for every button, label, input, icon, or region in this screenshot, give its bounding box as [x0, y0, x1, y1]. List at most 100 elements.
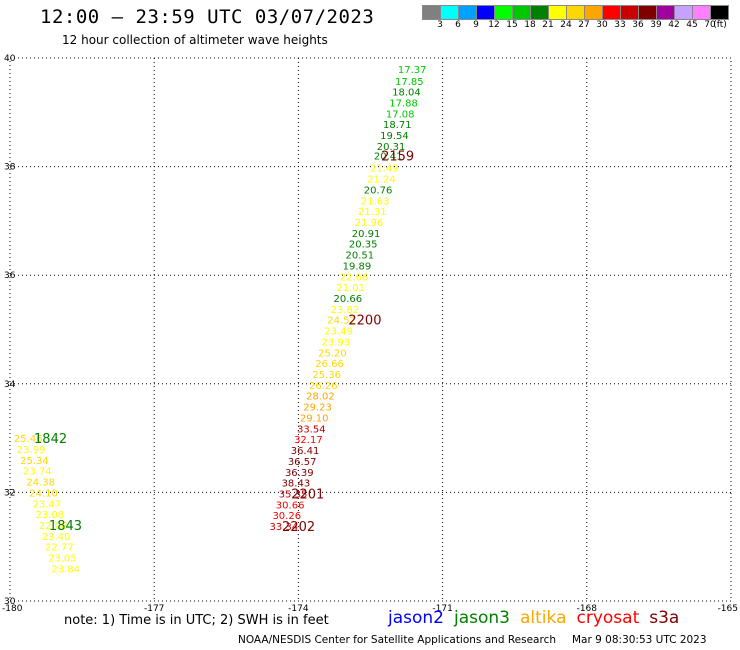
color-scale-label: 30: [596, 20, 608, 30]
wave-height-value: 23.47: [33, 499, 62, 510]
pass-time-label: 2200: [348, 314, 381, 329]
map-frame: [9, 57, 732, 602]
wave-height-value: 21.31: [358, 207, 387, 218]
satellite-legend: jason2 jason3 altika cryosat s3a: [388, 608, 689, 628]
color-swatch: [710, 5, 729, 20]
wave-height-value: 25.34: [20, 456, 49, 467]
wave-height-value: 23.05: [48, 554, 77, 565]
pass-time-label: 1842: [34, 432, 67, 447]
wave-height-value: 24.52: [327, 316, 356, 327]
wave-height-value: 23.49: [324, 327, 353, 338]
wave-height-value: 19.89: [343, 261, 372, 272]
wave-height-value: 24.10: [29, 488, 58, 499]
wave-height-value: 20.35: [349, 240, 378, 251]
color-scale-label: 33: [614, 20, 626, 30]
latitude-tick-label: 34: [4, 380, 16, 390]
wave-height-value: 24.38: [26, 478, 55, 489]
color-scale-label: 42: [668, 20, 680, 30]
wave-height-value: 23.40: [42, 532, 71, 543]
color-scale-label: 18: [524, 20, 536, 30]
wave-height-value: 19.54: [380, 131, 409, 142]
legend-jason2: jason2: [388, 608, 444, 628]
wave-height-value: 30.66: [276, 500, 305, 511]
wave-height-value: 23.84: [51, 564, 80, 575]
color-scale-labels: 3 6 9 12 15 18 21 24 27 30 33 36 39 42 45 70 (ft): [0, 20, 740, 32]
wave-height-value: 23.74: [23, 467, 52, 478]
wave-height-value: 30.26: [272, 511, 301, 522]
color-scale-label: 21: [542, 20, 554, 30]
wave-height-value: 29.10: [300, 413, 329, 424]
wave-height-value: 38.43: [282, 479, 311, 490]
footer-credit: NOAA/NESDIS Center for Satellite Applica…: [238, 634, 707, 646]
pass-time-label: 1843: [49, 519, 82, 534]
longitude-tick-label: -174: [288, 604, 309, 614]
longitude-tick-label: -171: [432, 604, 452, 614]
wave-height-value: 26.66: [315, 359, 344, 370]
color-scale-label: 27: [578, 20, 590, 30]
longitude-tick-label: -177: [144, 604, 164, 614]
wave-height-value: 22.77: [45, 543, 74, 554]
color-scale-label: 9: [473, 20, 479, 30]
wave-height-value: 21.01: [336, 283, 365, 294]
color-scale-label: 36: [632, 20, 644, 30]
wave-height-value: 18.71: [383, 120, 412, 131]
wave-height-value: 36.41: [291, 446, 320, 457]
wave-height-value: 35.35: [279, 489, 308, 500]
wave-height-value: 32.17: [294, 435, 323, 446]
wave-height-value: 25.20: [318, 348, 347, 359]
footer-note: note: 1) Time is in UTC; 2) SWH is in fe…: [64, 613, 329, 628]
wave-height-value: 20.51: [346, 251, 375, 262]
legend-altika: altika: [520, 608, 567, 628]
color-scale-label: 12: [488, 20, 500, 30]
longitude-tick-label: -165: [718, 604, 738, 614]
legend-jason3: jason3: [454, 608, 510, 628]
wave-height-value: 33.54: [297, 424, 326, 435]
wave-height-value: 23.93: [321, 337, 350, 348]
legend-s3a: s3a: [649, 608, 680, 628]
wave-height-value: 22.66: [340, 272, 369, 283]
wave-height-value: 33.34: [270, 522, 299, 533]
color-scale-label: 15: [506, 20, 518, 30]
wave-height-value: 25.36: [312, 370, 341, 381]
wave-height-value: 20.91: [352, 229, 381, 240]
wave-height-value: 20.66: [333, 294, 362, 305]
latitude-tick-label: 38: [4, 163, 16, 173]
latitude-tick-label: 36: [4, 271, 16, 281]
pass-time-label: 2202: [282, 520, 315, 535]
wave-height-value: 17.85: [395, 77, 424, 88]
color-scale-label: 3: [437, 20, 443, 30]
wave-height-value: 17.88: [389, 99, 418, 110]
wave-height-value: 23.99: [17, 445, 46, 456]
wave-height-value: 20.76: [364, 185, 393, 196]
color-scale-label: 45: [686, 20, 698, 30]
legend-cryosat: cryosat: [576, 608, 640, 628]
wave-height-value: 36.57: [288, 457, 317, 468]
wave-height-value: 21.63: [361, 196, 390, 207]
pass-time-label: 2201: [291, 487, 324, 502]
longitude-tick-label: -168: [577, 604, 598, 614]
wave-height-value: 18.04: [392, 88, 421, 99]
color-scale-label: 24: [560, 20, 572, 30]
wave-height-value: 36.39: [285, 468, 314, 479]
latitude-tick-label: 32: [4, 488, 15, 498]
wave-height-value: 21.24: [367, 175, 396, 186]
wave-height-value: 26.26: [309, 381, 338, 392]
latitude-tick-label: 40: [4, 54, 16, 64]
color-scale-label: 6: [455, 20, 461, 30]
color-scale-label: 39: [650, 20, 662, 30]
wave-height-value: 17.37: [398, 65, 427, 76]
pass-time-label: 2159: [381, 150, 414, 165]
wave-height-value: 23.08: [35, 510, 64, 521]
wave-height-value: 21.49: [370, 164, 399, 175]
color-scale-bar: [422, 5, 729, 20]
wave-height-value: 22.08: [39, 521, 68, 532]
wave-height-value: 17.08: [386, 109, 415, 120]
credit-text: NOAA/NESDIS Center for Satellite Applica…: [238, 634, 556, 646]
map-title: 12:00 – 23:59 UTC 03/07/2023: [40, 6, 375, 28]
generated-timestamp: Mar 9 08:30:53 UTC 2023: [572, 634, 707, 646]
map-subtitle: 12 hour collection of altimeter wave hei…: [62, 33, 328, 47]
wave-height-value: 25.46: [14, 434, 43, 445]
color-scale-unit: (ft): [713, 20, 727, 30]
wave-height-value: 28.02: [306, 392, 335, 403]
